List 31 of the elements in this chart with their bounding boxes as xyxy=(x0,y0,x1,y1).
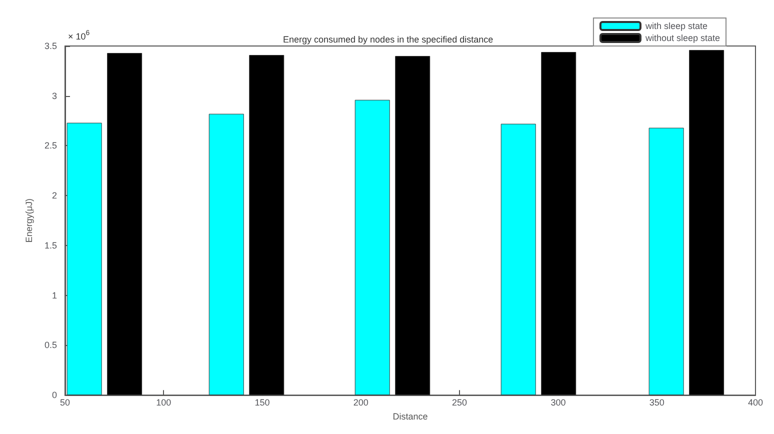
x-tick-label: 150 xyxy=(254,398,270,408)
y-tick-label: 2 xyxy=(52,190,57,201)
bar xyxy=(689,50,724,396)
bar xyxy=(107,52,142,396)
bar xyxy=(208,114,244,396)
y-axis-title: Energy(μJ) xyxy=(24,198,34,243)
bar xyxy=(66,122,102,396)
chart-title: Energy consumed by nodes in the specified distance xyxy=(283,34,494,44)
x-tick-label: 50 xyxy=(60,398,70,408)
legend-label: with sleep state xyxy=(644,21,708,31)
x-tick-label: 250 xyxy=(452,398,468,408)
bar xyxy=(648,128,684,396)
legend-label: without sleep state xyxy=(644,33,720,43)
y-tick-label: 3 xyxy=(52,90,57,101)
bar xyxy=(354,100,390,396)
y-tick-label: 0.5 xyxy=(44,340,57,350)
y-tick-label: 3.5 xyxy=(44,41,57,51)
x-tick-label: 350 xyxy=(649,398,664,408)
x-tick-label: 300 xyxy=(550,398,566,408)
bar xyxy=(500,124,536,396)
bar xyxy=(249,54,284,396)
y-tick-label: 0 xyxy=(52,390,57,400)
bar xyxy=(395,56,430,396)
y-tick-label: 1 xyxy=(52,290,57,300)
y-tick-label: 1.5 xyxy=(44,240,57,250)
x-tick-label: 100 xyxy=(156,398,172,408)
bar xyxy=(541,52,576,396)
x-axis-title: Distance xyxy=(392,412,428,422)
x-tick-label: 200 xyxy=(353,398,368,408)
x-tick-label: 400 xyxy=(748,398,764,408)
y-tick-label: 2.5 xyxy=(44,140,57,151)
